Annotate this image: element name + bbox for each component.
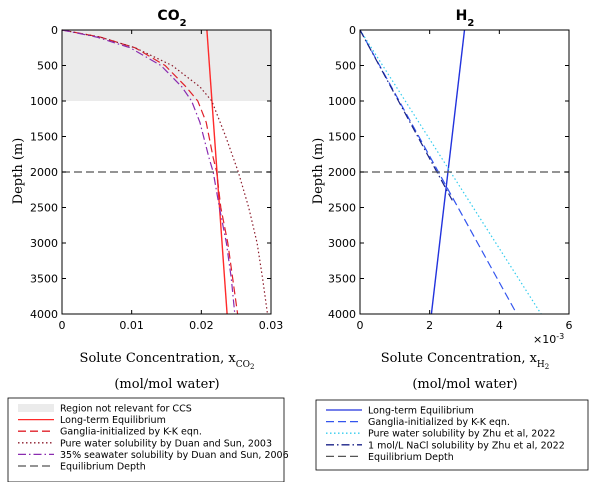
- legend-swatch-region-not-relevant-for-ccs: [18, 404, 54, 412]
- y-tick-label: 4000: [30, 308, 58, 321]
- legend-label-ganglia-initialized-by-k-k-eqn: Ganglia-initialized by K-K eqn.: [368, 417, 510, 428]
- co2-x-axis-units: (mol/mol water): [114, 377, 219, 392]
- y-tick-label: 2000: [30, 166, 58, 179]
- x-tick-label: 0.02: [189, 319, 214, 332]
- x-tick-label: 2: [426, 319, 433, 332]
- y-tick-label: 3500: [328, 273, 356, 286]
- co2-series-group: [61, 29, 271, 315]
- co2-x-axis-label: Solute Concentration, xCO2: [80, 351, 255, 371]
- legend-label-equilibrium-depth: Equilibrium Depth: [368, 452, 454, 463]
- co2-panel: CO2 0 0.01 0.02 0.03 0 500 1000 1500 2000 2500 30…: [11, 8, 283, 392]
- x-tick-label: 0: [357, 319, 364, 332]
- legend-label-long-term-equilibrium: Long-term Equilibrium: [368, 406, 474, 417]
- legend-label-pure-water-solubility-by-zhu-et-al-2022: Pure water solubility by Zhu et al, 2022: [368, 429, 555, 440]
- y-tick-label: 4000: [328, 308, 356, 321]
- legend-label-pure-water-solubility-by-duan-and-sun-2003: Pure water solubility by Duan and Sun, 2…: [60, 438, 272, 449]
- legend-label-region-not-relevant-for-ccs: Region not relevant for CCS: [60, 404, 192, 415]
- h2-x-axis-label: Solute Concentration, xH2: [381, 351, 550, 371]
- h2-panel: H2 0 2 4 6 0 500 1000 1500 2000 2500 3000 3500 4000…: [311, 8, 573, 392]
- co2-y-axis-label: Depth (m): [11, 138, 26, 205]
- legend-label-35-seawater-solubility-by-duan-and-sun-2006: 35% seawater solubility by Duan and Sun,…: [60, 450, 289, 461]
- h2-y-axis-label: Depth (m): [311, 138, 326, 205]
- x-tick-label: 6: [566, 319, 573, 332]
- h2-series-group: [359, 29, 569, 315]
- ccs-irrelevant-region: [62, 30, 271, 101]
- co2-x-ticks: 0 0.01 0.02 0.03: [59, 30, 284, 332]
- y-tick-label: 1500: [30, 131, 58, 144]
- legend-label-1-mol-l-nacl-solubility-by-zhu-et-al-2022: 1 mol/L NaCl solubility by Zhu et al, 20…: [368, 440, 565, 451]
- y-tick-label: 3500: [30, 273, 58, 286]
- y-tick-label: 2500: [30, 202, 58, 215]
- y-tick-label: 0: [51, 24, 58, 37]
- x-tick-label: 0.03: [259, 319, 284, 332]
- y-tick-label: 2000: [328, 166, 356, 179]
- y-tick-label: 3000: [30, 237, 58, 250]
- y-tick-label: 500: [335, 60, 356, 73]
- legend-label-long-term-equilibrium: Long-term Equilibrium: [60, 415, 166, 426]
- legend-box: [315, 399, 589, 471]
- series-line-pure-water-solubility-by-duan-and-sun-2003: [61, 29, 269, 315]
- h2-x-multiplier: ×10-3: [533, 332, 564, 347]
- h2-legend: Long-term EquilibriumGanglia-initialized…: [315, 399, 589, 471]
- legend-label-ganglia-initialized-by-k-k-eqn: Ganglia-initialized by K-K eqn.: [60, 427, 202, 438]
- h2-y-ticks: 0 500 1000 1500 2000 2500 3000 3500 4000: [328, 24, 569, 321]
- y-tick-label: 1500: [328, 131, 356, 144]
- co2-y-ticks: 0 500 1000 1500 2000 2500 3000 3500 4000: [30, 24, 271, 321]
- y-tick-label: 2500: [328, 202, 356, 215]
- x-tick-label: 4: [496, 319, 503, 332]
- y-tick-label: 500: [37, 60, 58, 73]
- series-line-ganglia-initialized-by-k-k-eqn: [61, 29, 239, 315]
- h2-x-axis-units: (mol/mol water): [412, 377, 517, 392]
- series-line-35-seawater-solubility-by-duan-and-sun-2006: [61, 29, 236, 315]
- h2-x-ticks: 0 2 4 6: [357, 30, 573, 332]
- y-tick-label: 1000: [328, 95, 356, 108]
- legend-label-equilibrium-depth: Equilibrium Depth: [60, 462, 146, 473]
- h2-chart-title: H2: [456, 8, 475, 29]
- x-tick-label: 0: [59, 319, 66, 332]
- y-tick-label: 3000: [328, 237, 356, 250]
- y-tick-label: 0: [349, 24, 356, 37]
- co2-chart-title: CO2: [157, 8, 186, 29]
- y-tick-label: 1000: [30, 95, 58, 108]
- x-tick-label: 0.01: [119, 319, 144, 332]
